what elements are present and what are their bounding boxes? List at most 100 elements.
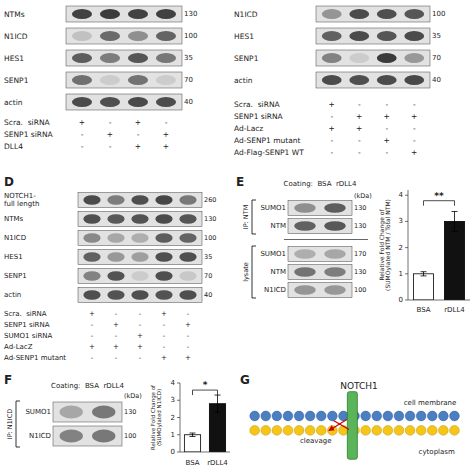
blot-band (128, 31, 148, 41)
blot-band (155, 195, 172, 205)
y-tick (405, 221, 408, 222)
blot-band (155, 252, 172, 262)
condition-name: DLL4 (4, 142, 23, 151)
significance-label: ** (434, 191, 444, 201)
molecular-weight: 100 (184, 32, 197, 40)
blot-band (72, 31, 92, 41)
bar-chart: 01234BSArDLL4Relative Fold Change of(SUM… (377, 190, 470, 314)
panel-title: Coating: BSA rDLL4 (51, 382, 124, 390)
band-name: SENP1 (4, 76, 29, 85)
membrane-head-inner (272, 426, 282, 436)
condition-value: - (91, 332, 94, 340)
y-axis (408, 190, 409, 300)
condition-value: + (107, 130, 113, 139)
membrane-head-outer (438, 411, 448, 421)
molecular-weight: 35 (184, 54, 193, 62)
band-name: NTM (270, 268, 286, 276)
blot-band (100, 97, 120, 107)
diagram-label: cytoplasm (419, 448, 455, 456)
blot-band (179, 214, 196, 224)
blot-panel: FCoating: BSA rDLL4(kDa)SUMO1130N1ICD100… (4, 373, 142, 447)
condition-value: - (139, 354, 142, 362)
blot-band (322, 31, 342, 41)
blot-band (349, 31, 369, 41)
molecular-weight: 35 (432, 32, 441, 40)
blot-panel: NTMs130N1ICD100HES135SENP170actin40Scra.… (4, 6, 197, 151)
molecular-weight: 100 (432, 10, 445, 18)
molecular-weight: 70 (204, 272, 212, 280)
condition-name: Ad-Lacz (234, 124, 263, 133)
blot-band (131, 290, 148, 300)
blot-band (179, 252, 196, 262)
membrane-head-inner (305, 426, 315, 436)
y-tick-label: 4 (399, 191, 404, 199)
condition-value: + (161, 310, 167, 318)
bar (444, 221, 464, 300)
blot-band (72, 97, 92, 107)
band-name: SUMO1 (260, 250, 286, 258)
x-axis (408, 300, 470, 301)
blot-band (156, 9, 176, 19)
error-cap (421, 271, 427, 272)
condition-value: + (137, 343, 143, 351)
membrane-head-outer (427, 411, 437, 421)
condition-value: - (109, 142, 112, 151)
condition-value: + (185, 321, 191, 329)
y-tick (405, 247, 408, 248)
band-name: HES1 (4, 54, 24, 63)
blot-band (131, 214, 148, 224)
blot-strip (288, 265, 352, 280)
blot-strip (53, 402, 122, 422)
error-line (423, 272, 424, 276)
condition-value: - (187, 343, 190, 351)
y-tick (405, 195, 408, 196)
condition-value: + (135, 118, 141, 127)
membrane-head-outer (327, 411, 337, 421)
plot-area (184, 395, 225, 452)
blot-band (322, 75, 342, 85)
condition-value: - (115, 310, 118, 318)
condition-value: - (137, 130, 140, 139)
cleavage-mark (333, 421, 349, 430)
error-bar (452, 211, 458, 231)
blot-strip (78, 250, 202, 265)
blot-strip (78, 231, 202, 246)
unit-label: (kDa) (354, 192, 372, 200)
x-tick-label: rDLL4 (207, 459, 228, 467)
condition-value: - (163, 343, 166, 351)
condition-name: Ad-Flag-SENP1 WT (234, 148, 304, 157)
panel-label: D (4, 175, 14, 189)
membrane-head-inner (316, 426, 326, 436)
blot-band (377, 53, 397, 63)
molecular-weight: 130 (354, 268, 366, 276)
condition-value: + (113, 343, 119, 351)
blot-strip (66, 50, 182, 66)
blot-band (322, 53, 342, 63)
molecular-weight: 40 (184, 98, 193, 106)
condition-value: + (329, 124, 335, 133)
y-axis-label: Relative Fold Change of(SUMOylated N1ICD… (150, 384, 163, 450)
blot-band (404, 31, 424, 41)
unit-label: (kDa) (124, 392, 142, 400)
blot-band (131, 195, 148, 205)
blot-band (404, 53, 424, 63)
blot-band (156, 75, 176, 85)
y-tick-label: 0 (399, 296, 403, 304)
notch1-protein (347, 392, 357, 460)
blot-band (179, 233, 196, 243)
membrane-head-outer (450, 411, 460, 421)
blot-band (131, 271, 148, 281)
blot-band (100, 9, 120, 19)
condition-name: Ad-SENP1 mutant (4, 354, 66, 362)
cleavage-arrow (329, 420, 347, 431)
condition-value: - (413, 136, 416, 145)
blot-band (156, 31, 176, 41)
condition-value: + (185, 354, 191, 362)
blot-strip (316, 50, 430, 66)
blot-band (83, 271, 100, 281)
y-tick-label: 2 (399, 244, 403, 252)
condition-value: - (413, 100, 416, 109)
blot-band (131, 252, 148, 262)
band-name: NTMs (4, 215, 24, 223)
membrane-head-inner (438, 426, 448, 436)
